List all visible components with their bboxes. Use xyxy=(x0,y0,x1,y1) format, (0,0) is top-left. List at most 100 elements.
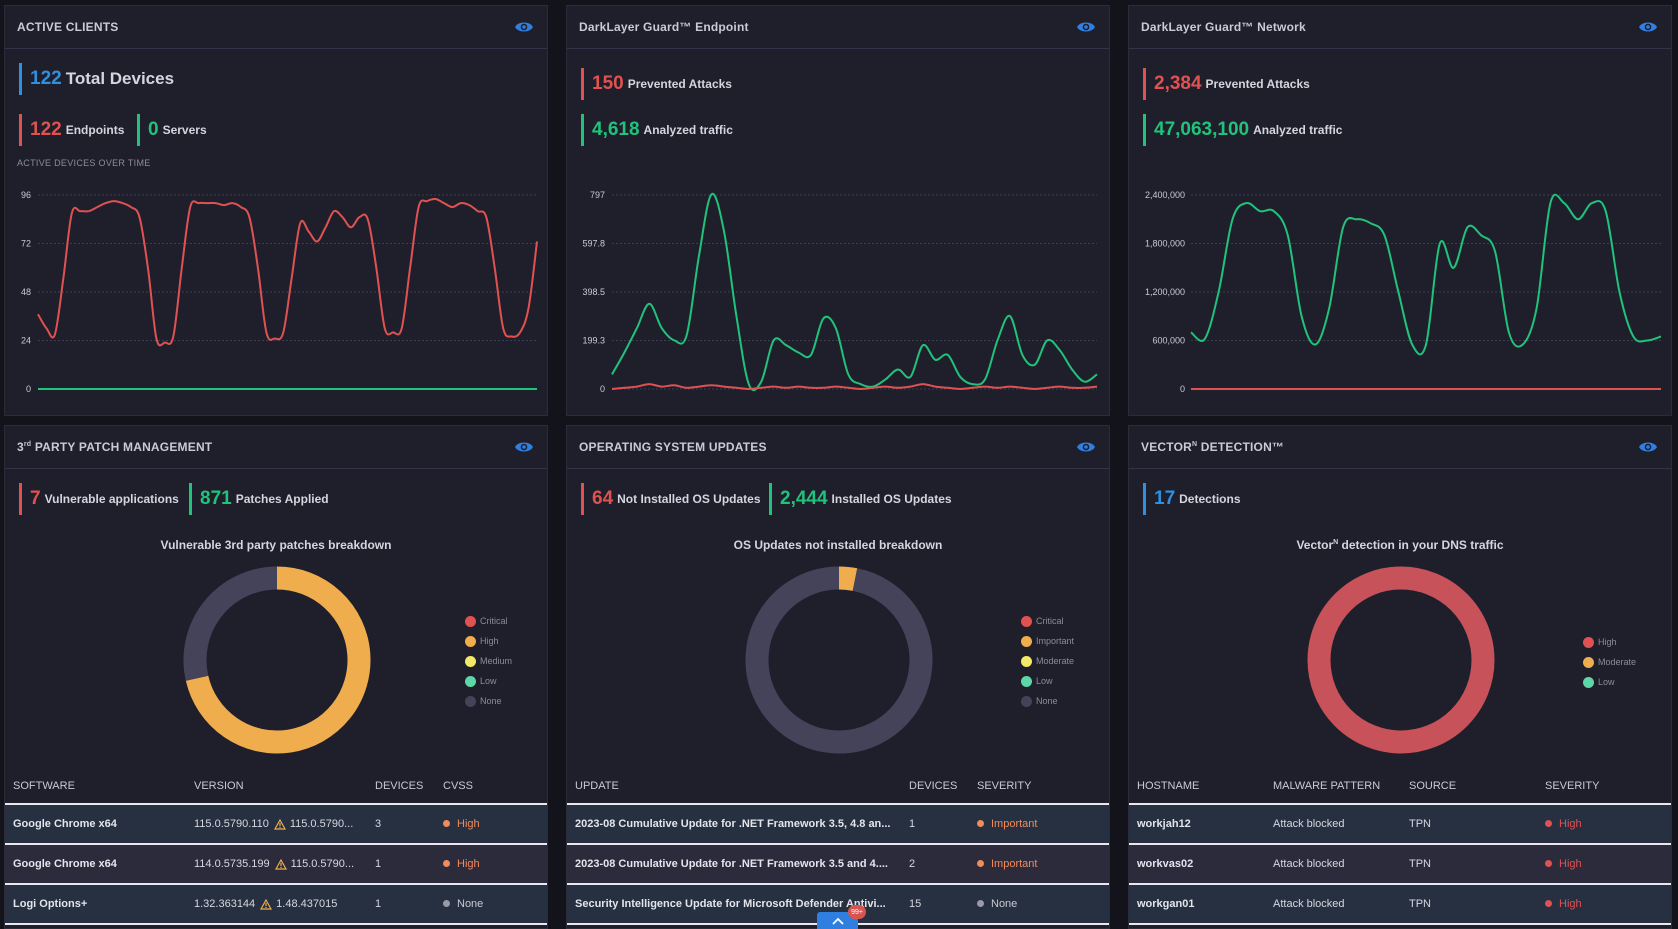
patches-applied-label: Patches Applied xyxy=(235,492,329,506)
donut-slice[interactable] xyxy=(183,566,278,681)
legend-item[interactable]: Important xyxy=(1021,631,1074,651)
active-clients-panel: ACTIVE CLIENTS 122 Total Devices 122 End… xyxy=(4,5,548,416)
scroll-to-top-button[interactable] xyxy=(817,912,858,929)
table-row[interactable]: 2023-08 Cumulative Update for .NET Frame… xyxy=(567,804,1109,845)
column-header[interactable]: SEVERITY xyxy=(969,769,1109,805)
y-tick-label: 48 xyxy=(21,287,31,297)
y-tick-label: 199.3 xyxy=(582,336,605,346)
legend-item[interactable]: Low xyxy=(1583,672,1636,692)
column-header[interactable]: CVSS xyxy=(435,769,547,805)
devices-count: 1 xyxy=(367,844,435,885)
column-header[interactable]: HOSTNAME xyxy=(1129,769,1265,805)
series-line[interactable] xyxy=(37,197,538,347)
servers-stat: 0 Servers xyxy=(137,114,207,146)
legend-item[interactable]: Moderate xyxy=(1021,651,1074,671)
devices-count: 1 xyxy=(901,804,969,845)
endpoint-traffic-chart: 797 597.8 398.5 199.3 0 xyxy=(582,190,1098,394)
column-header[interactable]: UPDATE xyxy=(567,769,901,805)
servers-count: 0 xyxy=(148,119,159,140)
panel-title: ACTIVE CLIENTS xyxy=(17,20,119,34)
total-devices-stat: 122 Total Devices xyxy=(19,63,174,95)
column-header[interactable]: SEVERITY xyxy=(1537,769,1671,805)
y-tick-label: 96 xyxy=(21,190,31,200)
vulnerable-apps-stat: 7 Vulnerable applications xyxy=(19,483,179,515)
donut-legend: High Moderate Low xyxy=(1583,632,1636,692)
hostname-cell: workjah12 xyxy=(1129,804,1265,845)
analyzed-traffic-stat: 47,063,100 Analyzed traffic xyxy=(1143,114,1342,146)
donut-slice[interactable] xyxy=(1307,566,1495,754)
version-cell: 114.0.5735.199 115.0.5790... xyxy=(186,844,367,885)
severity-cell: Important xyxy=(969,844,1109,885)
series-line[interactable] xyxy=(611,383,1098,391)
table-row[interactable]: 2023-08 Cumulative Update for .NET Frame… xyxy=(567,844,1109,885)
patches-applied-stat: 871 Patches Applied xyxy=(189,483,329,515)
series-line[interactable] xyxy=(611,192,1098,392)
table-row[interactable]: Logi Options+ 1.32.363144 1.48.437015 1 N… xyxy=(5,884,547,925)
patches-applied-count: 871 xyxy=(200,488,232,509)
legend-item[interactable]: High xyxy=(465,631,512,651)
update-name: 2023-08 Cumulative Update for .NET Frame… xyxy=(567,844,901,885)
legend-item[interactable]: None xyxy=(1021,691,1074,711)
table-row[interactable]: Google Chrome x64 115.0.5790.110 115.0.57… xyxy=(5,804,547,845)
column-header[interactable]: DEVICES xyxy=(367,769,435,805)
severity-cell: High xyxy=(1537,844,1671,885)
legend-item[interactable]: Critical xyxy=(1021,611,1074,631)
table-row[interactable]: Google Chrome x64 114.0.5735.199 115.0.57… xyxy=(5,844,547,885)
total-devices-count: 122 xyxy=(30,68,62,89)
detections-label: Detections xyxy=(1179,492,1241,506)
eye-icon[interactable] xyxy=(513,436,535,458)
legend-item[interactable]: High xyxy=(1583,632,1636,652)
prevented-attacks-stat: 2,384 Prevented Attacks xyxy=(1143,68,1310,100)
installed-count: 2,444 xyxy=(780,488,828,509)
source-cell: TPN xyxy=(1401,844,1537,885)
panel-header: VECTORN DETECTION™ xyxy=(1129,426,1671,469)
legend-item[interactable]: Low xyxy=(1021,671,1074,691)
donut-slice[interactable] xyxy=(185,566,371,754)
column-header[interactable]: MALWARE PATTERN xyxy=(1265,769,1401,805)
table-header-row: HOSTNAME MALWARE PATTERN SOURCE SEVERITY xyxy=(1129,769,1671,805)
y-tick-label: 600,000 xyxy=(1152,336,1185,346)
analyzed-traffic-count: 47,063,100 xyxy=(1154,119,1250,140)
warning-icon xyxy=(273,818,286,830)
donut-slice[interactable] xyxy=(745,566,933,754)
legend-item[interactable]: Medium xyxy=(465,651,512,671)
legend-item[interactable]: Low xyxy=(465,671,512,691)
table-row[interactable]: workgan01 Attack blocked TPN High xyxy=(1129,884,1671,925)
os-updates-panel: OPERATING SYSTEM UPDATES 64 Not Installe… xyxy=(566,425,1110,929)
table-row[interactable]: workjah12 Attack blocked TPN High xyxy=(1129,804,1671,845)
y-tick-label: 398.5 xyxy=(582,287,605,297)
table-header-row: SOFTWARE VERSION DEVICES CVSS xyxy=(5,769,547,805)
column-header[interactable]: DEVICES xyxy=(901,769,969,805)
installed-stat: 2,444 Installed OS Updates xyxy=(769,483,952,515)
endpoints-stat: 122 Endpoints xyxy=(19,114,124,146)
column-header[interactable]: SOURCE xyxy=(1401,769,1537,805)
os-updates-donut-chart xyxy=(745,566,933,754)
eye-icon[interactable] xyxy=(1075,436,1097,458)
y-tick-label: 0 xyxy=(1180,384,1185,394)
y-tick-label: 797 xyxy=(590,190,605,200)
eye-icon[interactable] xyxy=(513,16,535,38)
active-devices-chart: 96 72 48 24 0 xyxy=(21,190,538,394)
eye-icon[interactable] xyxy=(1075,16,1097,38)
table-row[interactable]: workvas02 Attack blocked TPN High xyxy=(1129,844,1671,885)
endpoint-panel: DarkLayer Guard™ Endpoint 150 Prevented … xyxy=(566,5,1110,416)
series-line[interactable] xyxy=(1190,193,1662,356)
eye-icon[interactable] xyxy=(1637,16,1659,38)
chevron-up-icon xyxy=(831,917,844,925)
prevented-attacks-count: 2,384 xyxy=(1154,73,1202,94)
donut-slice[interactable] xyxy=(838,566,858,591)
y-tick-label: 24 xyxy=(21,336,31,346)
eye-icon[interactable] xyxy=(1637,436,1659,458)
installed-label: Installed OS Updates xyxy=(831,492,952,506)
vector-donut-chart xyxy=(1307,566,1495,754)
detections-count: 17 xyxy=(1154,488,1176,509)
analyzed-traffic-label: Analyzed traffic xyxy=(643,123,733,137)
legend-item[interactable]: Moderate xyxy=(1583,652,1636,672)
column-header[interactable]: SOFTWARE xyxy=(5,769,186,805)
legend-item[interactable]: None xyxy=(465,691,512,711)
source-cell: TPN xyxy=(1401,884,1537,925)
column-header[interactable]: VERSION xyxy=(186,769,367,805)
legend-item[interactable]: Critical xyxy=(465,611,512,631)
not-installed-count: 64 xyxy=(592,488,614,509)
warning-icon xyxy=(274,858,287,870)
